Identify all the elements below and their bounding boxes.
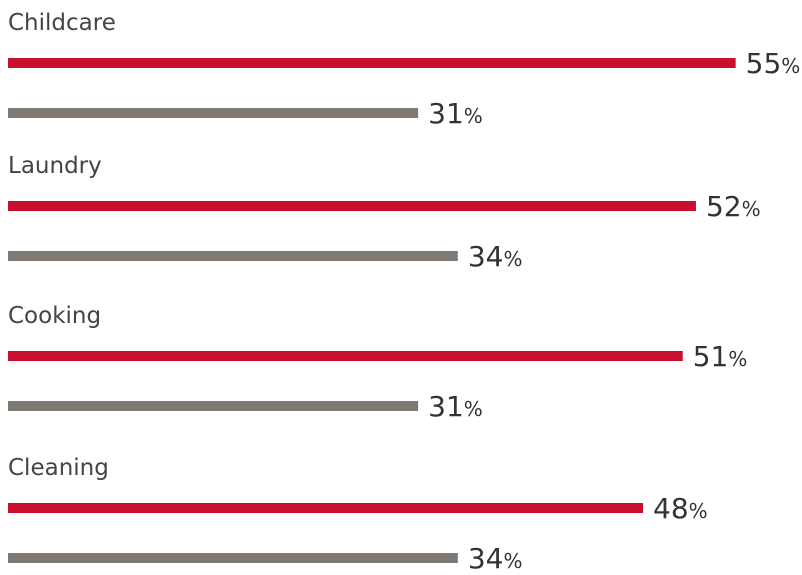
bar-laundry-series-2 [8,251,458,261]
value-label-cooking-series-1: 51% [693,340,748,373]
value-label-childcare-series-2: 31% [428,97,483,130]
value-label-childcare-series-1: 55% [746,47,801,80]
category-label-laundry: Laundry [8,153,102,179]
bar-cleaning-series-1 [8,503,644,513]
category-label-childcare: Childcare [8,10,116,36]
bar-laundry-series-1 [8,201,696,211]
bar-childcare-series-1 [8,58,736,68]
bar-cooking-series-2 [8,401,419,411]
bar-cooking-series-1 [8,351,683,361]
bar-childcare-series-2 [8,108,419,118]
value-label-cleaning-series-1: 48% [653,492,708,525]
category-label-cleaning: Cleaning [8,455,109,481]
value-label-cooking-series-2: 31% [428,390,483,423]
category-label-cooking: Cooking [8,303,101,329]
value-label-cleaning-series-2: 34% [468,542,523,575]
value-label-laundry-series-2: 34% [468,240,523,273]
bar-cleaning-series-2 [8,553,458,563]
value-label-laundry-series-1: 52% [706,190,761,223]
